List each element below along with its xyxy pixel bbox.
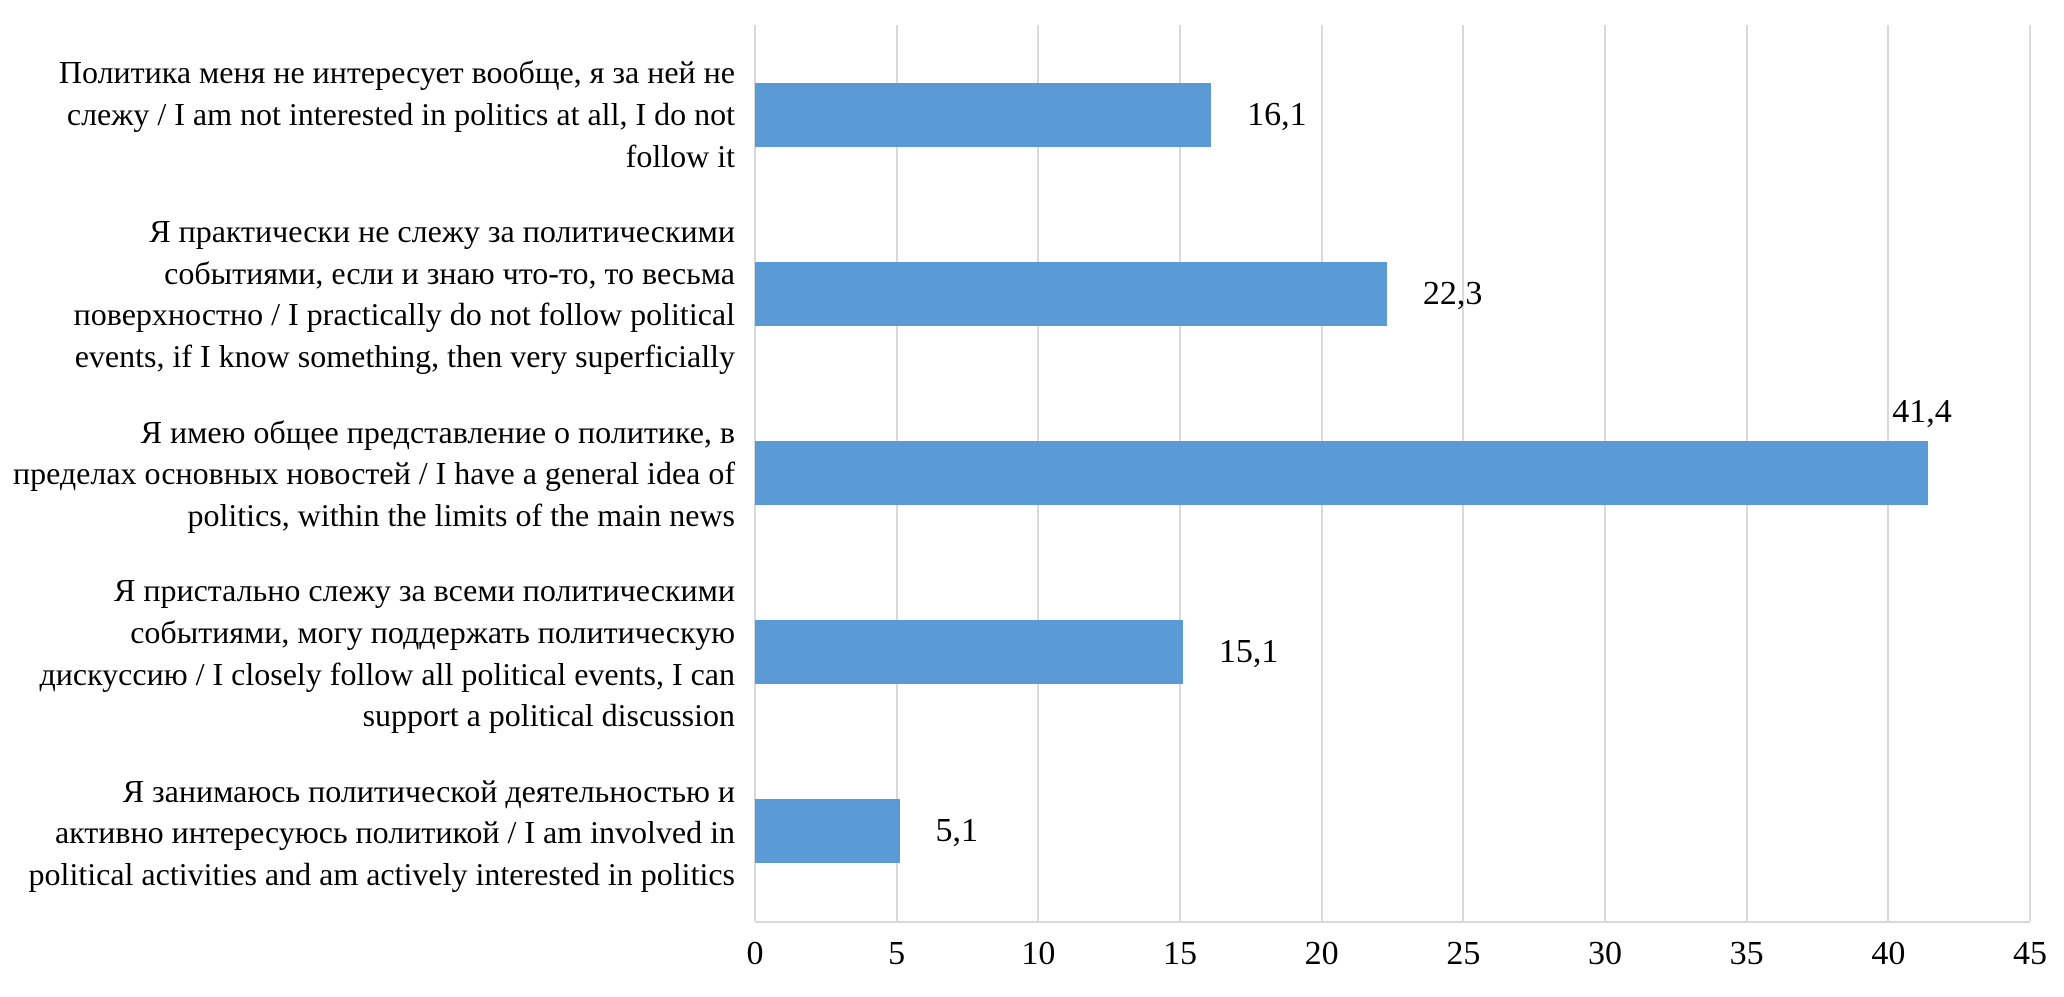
value-label: 16,1 xyxy=(1247,95,1307,133)
bar xyxy=(755,799,900,864)
x-axis-row: 0 5 10 15 20 25 30 35 40 45 xyxy=(10,923,2048,997)
bar-row: 41,4 xyxy=(755,383,2030,562)
bar-row: 16,1 xyxy=(755,25,2030,204)
value-label: 15,1 xyxy=(1218,633,1279,671)
category-label: Политика меня не интересует вообще, я за… xyxy=(58,54,735,174)
plot-row: Политика меня не интересует вообще, я за… xyxy=(10,25,2031,923)
bar-row: 5,1 xyxy=(755,742,2030,921)
x-tick-label: 20 xyxy=(1304,935,1339,972)
x-tick-label: 15 xyxy=(1163,935,1197,972)
x-tick-label: 30 xyxy=(1588,935,1622,972)
category-label: Я пристально слежу за всеми политическим… xyxy=(39,572,735,734)
value-label: 41,4 xyxy=(1892,393,1952,431)
x-tick-label: 0 xyxy=(746,935,764,972)
bar-row: 15,1 xyxy=(755,563,2030,742)
gridline xyxy=(2029,25,2031,921)
category-label: Я имею общее представление о политике, в… xyxy=(12,413,735,533)
bar-row: 22,3 xyxy=(755,204,2030,383)
x-tick-label: 45 xyxy=(2013,935,2047,972)
plot-area: 16,1 22,3 41,4 15,1 5,1 xyxy=(754,25,2031,923)
bar-chart: Политика меня не интересует вообще, я за… xyxy=(10,25,2048,997)
value-label: 22,3 xyxy=(1422,274,1483,312)
category-axis: Политика меня не интересует вообще, я за… xyxy=(10,25,755,923)
x-axis-spacer xyxy=(10,923,755,997)
bar xyxy=(755,82,1212,147)
category-label: Я практически не слежу за политическими … xyxy=(73,213,735,374)
x-axis: 0 5 10 15 20 25 30 35 40 45 xyxy=(747,923,2048,997)
x-tick-label: 25 xyxy=(1446,935,1481,972)
x-tick-label: 5 xyxy=(888,935,906,972)
value-label: 5,1 xyxy=(935,812,979,850)
category-label: Я занимаюсь политической деятельностью и… xyxy=(28,772,735,892)
bar xyxy=(755,620,1183,685)
bar xyxy=(755,441,1928,505)
x-tick-label: 35 xyxy=(1729,935,1764,972)
x-tick-label: 40 xyxy=(1871,935,1906,972)
x-tick-label: 10 xyxy=(1021,935,1056,972)
bars-container: 16,1 22,3 41,4 15,1 5,1 xyxy=(755,25,2030,921)
bar xyxy=(755,261,1387,326)
